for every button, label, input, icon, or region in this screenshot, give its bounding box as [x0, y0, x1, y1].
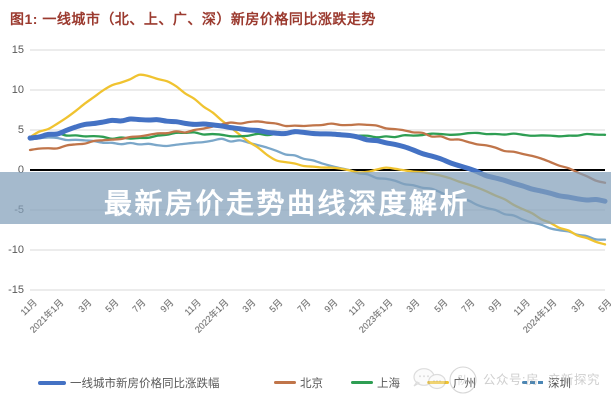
svg-text:队: 队: [458, 373, 469, 387]
svg-text:产新探究: 产新探究: [548, 372, 600, 387]
svg-text:公众号:房: 公众号:房: [483, 372, 539, 387]
